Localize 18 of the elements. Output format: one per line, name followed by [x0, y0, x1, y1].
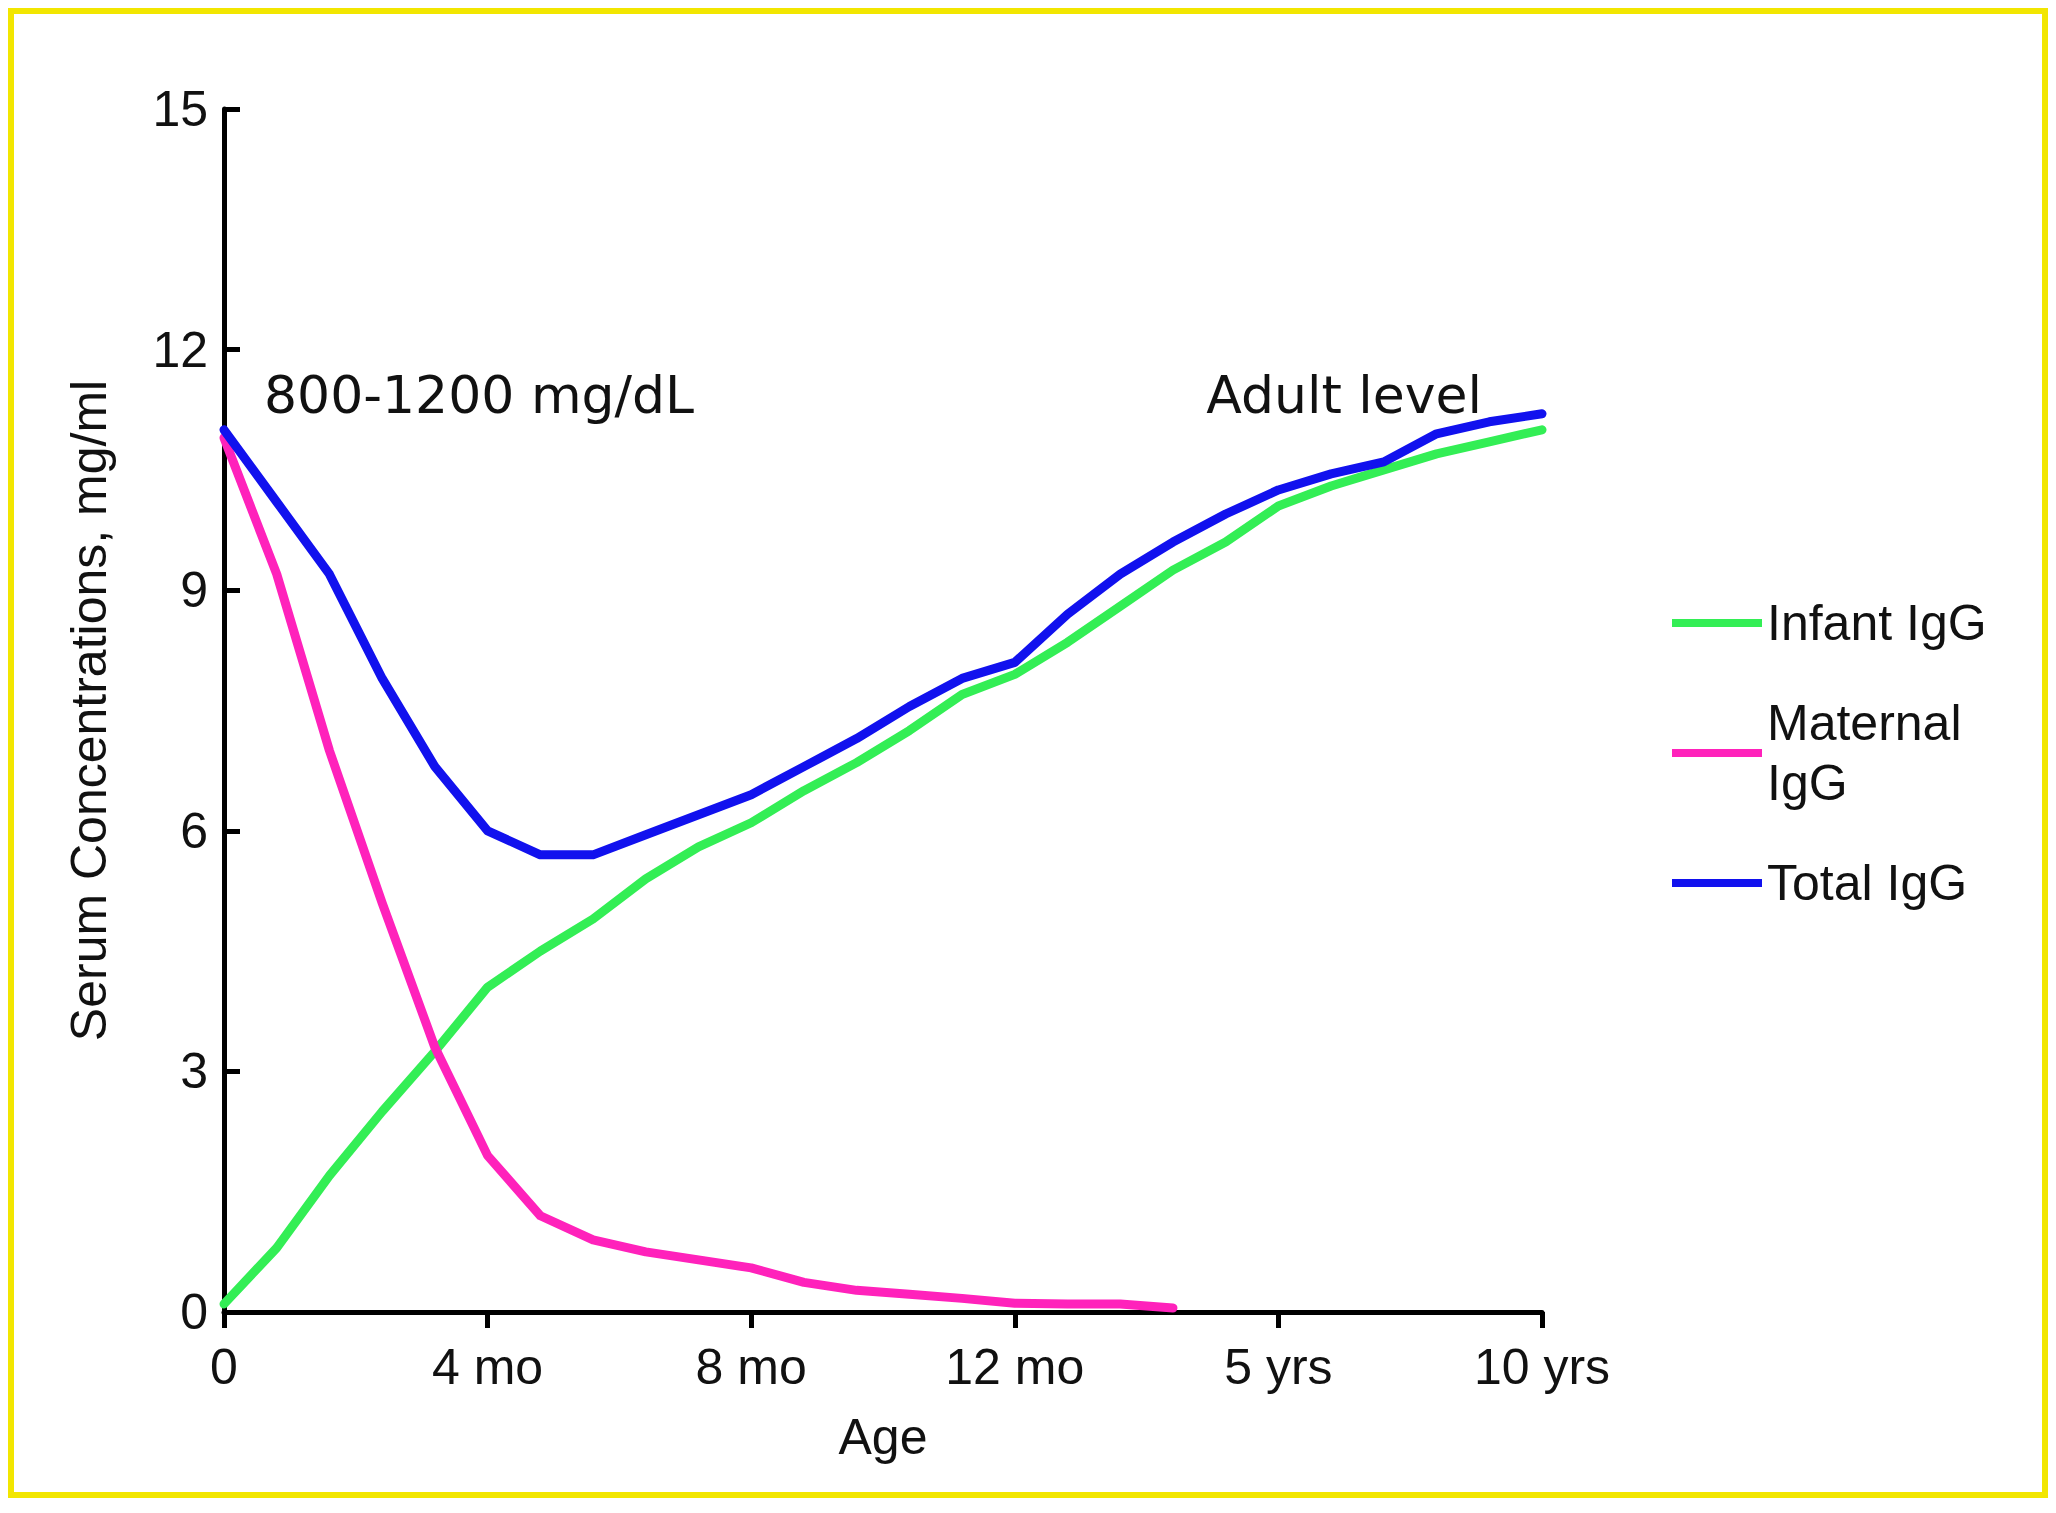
- x-tick-label: 5 yrs: [1224, 1339, 1333, 1395]
- annotation: Adult level: [1206, 365, 1482, 425]
- y-tick-label: 3: [180, 1043, 208, 1100]
- x-tick-label: 4 mo: [432, 1339, 544, 1395]
- y-tick-label: 6: [180, 802, 208, 859]
- x-tick-label: 10 yrs: [1473, 1339, 1611, 1395]
- y-axis-title: Serum Concentrations, mg/ml: [61, 379, 117, 1042]
- y-tick-label: 15: [152, 81, 208, 137]
- annotation: 800-1200 mg/dL: [264, 365, 695, 425]
- legend-label: Maternal IgG: [1767, 695, 1976, 811]
- legend-label: Infant IgG: [1767, 595, 1987, 651]
- y-tick-label: 0: [180, 1284, 208, 1340]
- x-axis-title: Age: [838, 1409, 928, 1465]
- x-tick-label: 12 mo: [945, 1339, 1085, 1395]
- y-tick-label: 12: [152, 321, 208, 378]
- x-tick-label: 8 mo: [695, 1339, 807, 1395]
- legend-label: Total IgG: [1767, 855, 1968, 911]
- y-tick-label: 9: [180, 562, 208, 619]
